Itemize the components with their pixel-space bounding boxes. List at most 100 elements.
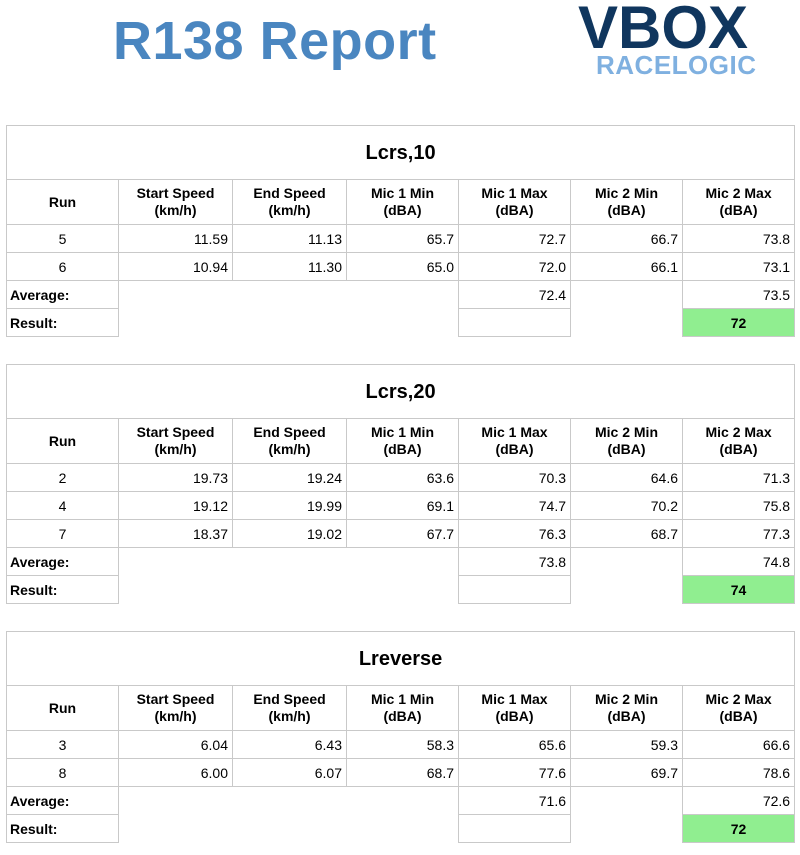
column-header: End Speed (km/h) xyxy=(232,418,347,464)
empty-cell xyxy=(571,309,683,337)
column-header-row: Run Start Speed (km/h) End Speed (km/h) Mic 1… xyxy=(6,685,796,731)
empty-cell xyxy=(119,576,459,604)
table-row: 5 11.59 11.13 65.7 72.7 66.7 73.8 xyxy=(6,224,796,253)
empty-cell xyxy=(571,281,683,309)
average-mic1-max: 72.4 xyxy=(458,280,571,309)
value-cell: 19.73 xyxy=(118,463,233,492)
column-header: End Speed (km/h) xyxy=(232,179,347,225)
average-label: Average: xyxy=(6,786,119,815)
run-cell: 8 xyxy=(6,758,119,787)
column-header: End Speed (km/h) xyxy=(232,685,347,731)
value-cell: 75.8 xyxy=(681,491,796,520)
table-row: 2 19.73 19.24 63.6 70.3 64.6 71.3 xyxy=(6,463,796,492)
report-header: R138 Report VBOX RACELOGIC xyxy=(0,0,800,90)
value-cell: 72.0 xyxy=(458,252,571,281)
table-row: 4 19.12 19.99 69.1 74.7 70.2 75.8 xyxy=(6,491,796,520)
result-mic1-box xyxy=(458,575,571,604)
result-value: 72 xyxy=(681,814,796,843)
result-value: 74 xyxy=(681,575,796,604)
column-header: Mic 1 Max (dBA) xyxy=(458,418,571,464)
result-label: Result: xyxy=(6,575,119,604)
column-header: Run xyxy=(6,418,119,464)
column-header: Start Speed (km/h) xyxy=(118,685,233,731)
empty-cell xyxy=(119,548,459,576)
table-row: 6 10.94 11.30 65.0 72.0 66.1 73.1 xyxy=(6,252,796,281)
value-cell: 19.12 xyxy=(118,491,233,520)
column-header: Run xyxy=(6,179,119,225)
value-cell: 6.00 xyxy=(118,758,233,787)
empty-cell xyxy=(119,787,459,815)
column-header-row: Run Start Speed (km/h) End Speed (km/h) Mic 1… xyxy=(6,418,796,464)
vbox-racelogic-logo: VBOX RACELOGIC xyxy=(578,0,783,80)
result-mic1-box xyxy=(458,308,571,337)
empty-cell xyxy=(119,815,459,843)
empty-cell xyxy=(571,548,683,576)
value-cell: 19.02 xyxy=(232,519,347,548)
value-cell: 64.6 xyxy=(570,463,683,492)
value-cell: 19.99 xyxy=(232,491,347,520)
run-cell: 5 xyxy=(6,224,119,253)
section-title: Lcrs,10 xyxy=(5,125,796,180)
empty-cell xyxy=(119,281,459,309)
result-value: 72 xyxy=(681,308,796,337)
average-mic2-max: 73.5 xyxy=(681,280,796,309)
section-title: Lcrs,20 xyxy=(5,364,796,419)
column-header: Mic 2 Max (dBA) xyxy=(681,685,796,731)
value-cell: 76.3 xyxy=(458,519,571,548)
run-cell: 4 xyxy=(6,491,119,520)
column-header: Start Speed (km/h) xyxy=(118,179,233,225)
value-cell: 18.37 xyxy=(118,519,233,548)
average-mic2-max: 74.8 xyxy=(681,547,796,576)
section-table: Lreverse Run Start Speed (km/h) End Speed (km… xyxy=(5,631,796,843)
empty-cell xyxy=(119,309,459,337)
column-header: Run xyxy=(6,685,119,731)
report-section: Lreverse Run Start Speed (km/h) End Speed (km… xyxy=(5,631,796,843)
value-cell: 11.59 xyxy=(118,224,233,253)
value-cell: 63.6 xyxy=(346,463,459,492)
empty-cell xyxy=(571,787,683,815)
run-cell: 6 xyxy=(6,252,119,281)
column-header: Mic 2 Max (dBA) xyxy=(681,418,796,464)
logo-main-text: VBOX xyxy=(578,0,749,61)
table-row: 7 18.37 19.02 67.7 76.3 68.7 77.3 xyxy=(6,519,796,548)
section-title-row: Lcrs,20 xyxy=(5,364,796,419)
value-cell: 66.6 xyxy=(681,730,796,759)
section-title-row: Lreverse xyxy=(5,631,796,686)
value-cell: 68.7 xyxy=(570,519,683,548)
value-cell: 6.07 xyxy=(232,758,347,787)
logo-sub-text: RACELOGIC xyxy=(596,50,757,80)
value-cell: 77.3 xyxy=(681,519,796,548)
value-cell: 66.7 xyxy=(570,224,683,253)
value-cell: 19.24 xyxy=(232,463,347,492)
report-section: Lcrs,10 Run Start Speed (km/h) End Speed (km/… xyxy=(5,125,796,337)
column-header: Mic 1 Max (dBA) xyxy=(458,179,571,225)
average-row: Average: 72.4 73.5 xyxy=(6,280,796,309)
average-label: Average: xyxy=(6,280,119,309)
value-cell: 58.3 xyxy=(346,730,459,759)
section-title-row: Lcrs,10 xyxy=(5,125,796,180)
column-header-row: Run Start Speed (km/h) End Speed (km/h) Mic 1… xyxy=(6,179,796,225)
column-header: Mic 1 Min (dBA) xyxy=(346,418,459,464)
column-header: Mic 2 Min (dBA) xyxy=(570,685,683,731)
value-cell: 78.6 xyxy=(681,758,796,787)
average-label: Average: xyxy=(6,547,119,576)
value-cell: 6.43 xyxy=(232,730,347,759)
value-cell: 69.7 xyxy=(570,758,683,787)
run-cell: 3 xyxy=(6,730,119,759)
value-cell: 72.7 xyxy=(458,224,571,253)
column-header: Mic 2 Min (dBA) xyxy=(570,179,683,225)
value-cell: 68.7 xyxy=(346,758,459,787)
value-cell: 10.94 xyxy=(118,252,233,281)
value-cell: 65.0 xyxy=(346,252,459,281)
value-cell: 73.8 xyxy=(681,224,796,253)
result-mic1-box xyxy=(458,814,571,843)
result-label: Result: xyxy=(6,308,119,337)
column-header: Mic 2 Min (dBA) xyxy=(570,418,683,464)
value-cell: 71.3 xyxy=(681,463,796,492)
value-cell: 65.6 xyxy=(458,730,571,759)
average-mic1-max: 71.6 xyxy=(458,786,571,815)
result-label: Result: xyxy=(6,814,119,843)
result-row: Result: 72 xyxy=(6,308,796,337)
page-title: R138 Report xyxy=(113,11,437,71)
section-table: Lcrs,20 Run Start Speed (km/h) End Speed (km/… xyxy=(5,364,796,604)
